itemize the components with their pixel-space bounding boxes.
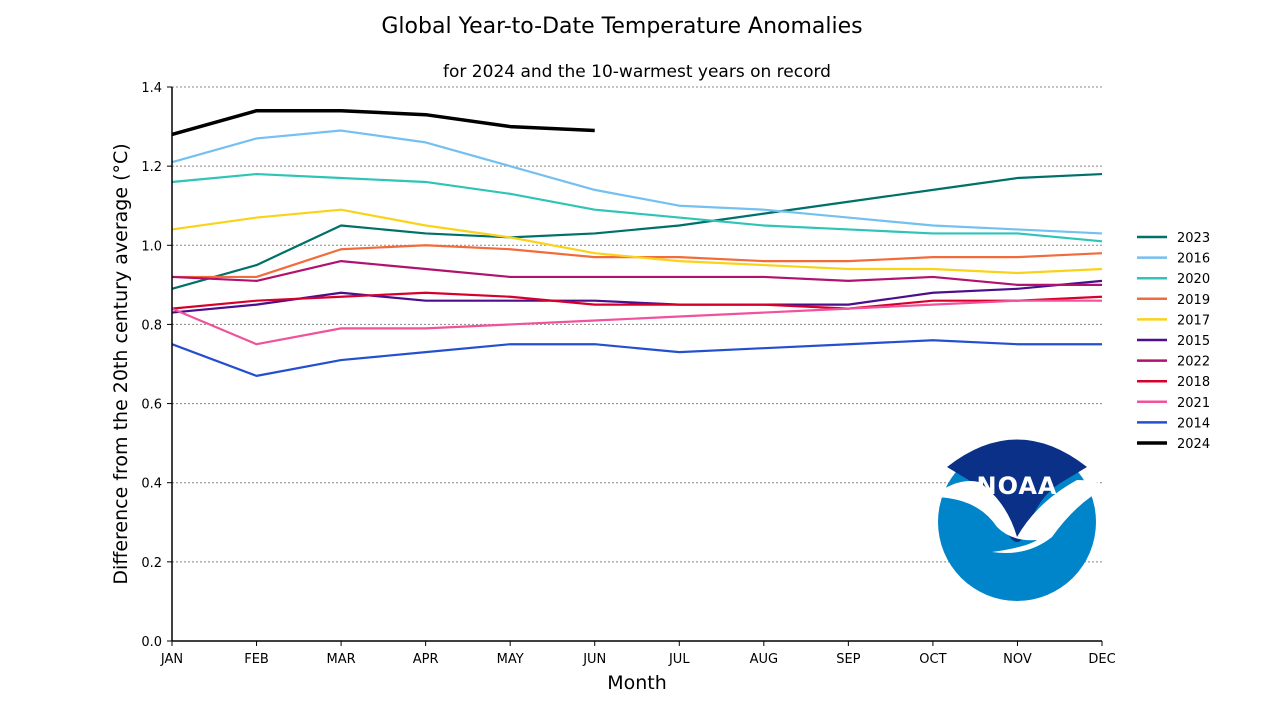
legend-label-2022: 2022 xyxy=(1177,355,1210,370)
noaa-logo-top xyxy=(947,439,1087,542)
series-line-2023 xyxy=(171,172,1103,290)
x-tick-label: FEB xyxy=(244,652,269,667)
legend-label-2015: 2015 xyxy=(1177,334,1210,349)
legend-label-2017: 2017 xyxy=(1177,313,1210,328)
y-tick-label: 0.4 xyxy=(141,477,162,492)
x-tick-label: JUL xyxy=(668,652,690,667)
legend-label-2020: 2020 xyxy=(1177,272,1210,287)
noaa-logo-text: NOAA xyxy=(977,472,1058,500)
legend-label-2016: 2016 xyxy=(1177,252,1210,267)
series-line-2020 xyxy=(171,172,1103,243)
x-tick-label: APR xyxy=(413,652,439,667)
x-tick-label: DEC xyxy=(1088,652,1115,667)
legend-label-2019: 2019 xyxy=(1177,293,1210,308)
y-tick-label: 1.4 xyxy=(141,81,162,96)
legend-label-2023: 2023 xyxy=(1177,231,1210,246)
noaa-logo: NOAA xyxy=(932,439,1107,601)
y-tick-label: 0.2 xyxy=(141,556,162,571)
x-tick-label: MAY xyxy=(497,652,524,667)
y-tick-label: 0.6 xyxy=(141,398,162,413)
x-tick-label: SEP xyxy=(836,652,860,667)
x-tick-label: JUN xyxy=(582,652,606,667)
y-tick-label: 0.0 xyxy=(141,635,162,650)
series-line-2015 xyxy=(171,279,1103,314)
y-tick-label: 1.2 xyxy=(141,160,162,175)
legend-label-2021: 2021 xyxy=(1177,396,1210,411)
series-line-2024 xyxy=(171,108,595,137)
series-line-2017 xyxy=(171,208,1103,275)
x-tick-label: NOV xyxy=(1003,652,1032,667)
series-line-2018 xyxy=(171,291,1103,310)
x-tick-label: MAR xyxy=(327,652,356,667)
series-line-2022 xyxy=(171,260,1102,286)
noaa-logo-bird xyxy=(932,480,1107,553)
legend-label-2018: 2018 xyxy=(1177,375,1210,390)
chart-subtitle: for 2024 and the 10-warmest years on rec… xyxy=(443,62,831,82)
series-line-2019 xyxy=(172,244,1103,279)
chart-title: Global Year-to-Date Temperature Anomalie… xyxy=(381,14,862,39)
y-axis-label: Difference from the 20th century average… xyxy=(110,143,132,584)
series-line-2021 xyxy=(171,299,1102,346)
x-tick-label: JAN xyxy=(160,652,183,667)
legend-label-2024: 2024 xyxy=(1177,437,1210,452)
y-tick-label: 1.0 xyxy=(141,239,162,254)
x-axis-label: Month xyxy=(607,672,667,694)
x-tick-label: AUG xyxy=(750,652,778,667)
y-tick-label: 0.8 xyxy=(141,318,162,333)
x-tick-label: OCT xyxy=(919,652,946,667)
legend-label-2014: 2014 xyxy=(1177,416,1210,431)
series-line-2016 xyxy=(171,129,1103,235)
series-line-2014 xyxy=(171,339,1102,377)
